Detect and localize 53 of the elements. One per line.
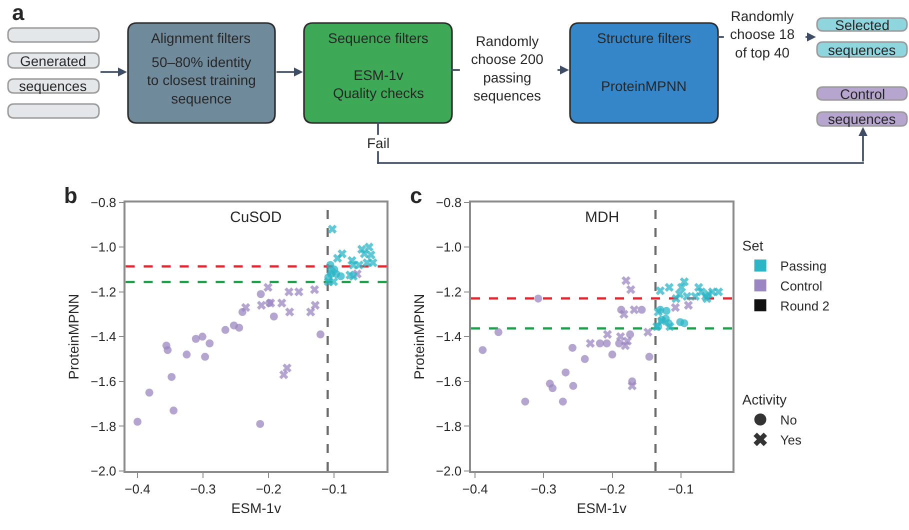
- text: Alignment filters: [151, 30, 251, 46]
- y-tick-label: −0.8: [436, 194, 462, 210]
- x-tick-label: −0.3: [190, 481, 216, 496]
- text: sequences: [828, 42, 896, 58]
- text: CuSOD: [230, 209, 282, 226]
- legend-label: Yes: [780, 432, 802, 448]
- legend-label: Control: [780, 278, 822, 294]
- legend-label: Passing: [780, 258, 827, 274]
- text: a: [12, 0, 25, 25]
- y-axis-title: ProteinMPNN: [66, 294, 82, 380]
- x-tick-label: −0.1: [321, 481, 348, 496]
- text: Control: [840, 86, 886, 102]
- y-tick-label: −1.2: [436, 284, 462, 300]
- y-tick-label: −1.8: [90, 418, 116, 434]
- x-tick-label: −0.4: [462, 481, 488, 496]
- text: b: [64, 183, 78, 208]
- text: sequences: [828, 111, 896, 127]
- x-axis-title: ESM-1v: [231, 500, 282, 516]
- text: Fail: [367, 135, 390, 151]
- y-tick-label: −1.0: [436, 240, 462, 255]
- text: Randomly choose 200 passing sequences: [471, 33, 544, 104]
- y-tick-label: −1.4: [436, 329, 462, 344]
- x-tick-label: −0.2: [599, 481, 626, 496]
- y-axis-title: ProteinMPNN: [411, 294, 428, 380]
- text: 50–80% identity to closest training sequence: [147, 54, 256, 106]
- x-tick-label: −0.2: [256, 481, 282, 496]
- x-tick-label: −0.4: [124, 481, 150, 496]
- y-tick-label: −1.6: [90, 374, 116, 389]
- text: Randomly choose 18 of top 40: [730, 8, 795, 60]
- y-tick-label: −1.6: [436, 374, 462, 389]
- text: ProteinMPNN: [601, 78, 687, 94]
- x-tick-label: −0.1: [668, 481, 694, 496]
- text: Structure filters: [597, 30, 692, 46]
- y-tick-label: −1.0: [90, 240, 116, 255]
- text: Generated: [20, 53, 86, 69]
- y-tick-label: −1.8: [436, 418, 462, 434]
- text: Activity: [742, 392, 787, 408]
- text: Selected: [835, 17, 890, 33]
- x-axis-title: ESM-1v: [576, 500, 627, 516]
- y-tick-label: −1.2: [90, 284, 116, 300]
- text: MDH: [585, 209, 620, 226]
- text: c: [410, 183, 422, 208]
- y-tick-label: −1.4: [90, 329, 116, 344]
- text: sequences: [19, 78, 87, 94]
- text: Set: [742, 238, 764, 254]
- y-tick-label: −0.8: [90, 194, 116, 210]
- text: Sequence filters: [328, 30, 428, 46]
- legend-label: No: [780, 412, 797, 428]
- text: ESM-1v Quality checks: [333, 67, 424, 102]
- y-tick-label: −2.0: [90, 464, 116, 479]
- legend-label: Round 2: [780, 298, 830, 314]
- x-tick-label: −0.3: [530, 481, 557, 496]
- y-tick-label: −2.0: [436, 464, 462, 479]
